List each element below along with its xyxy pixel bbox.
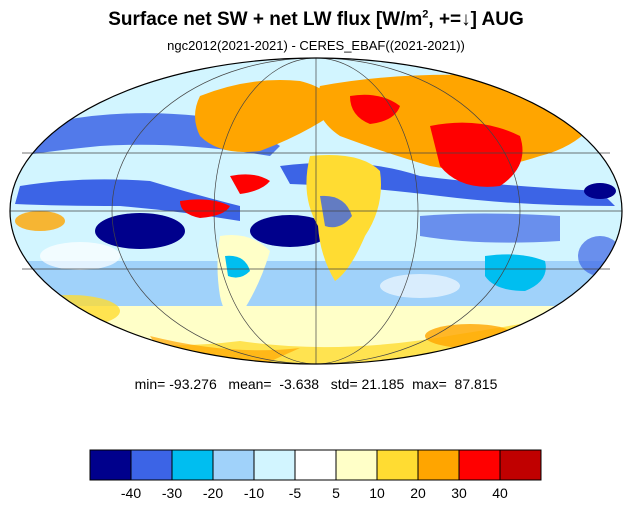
colorbar-tick-label: -20 (203, 485, 223, 500)
stat-max: 87.815 (454, 376, 498, 392)
australia-cool (485, 254, 546, 291)
stat-std: 21.185 (361, 376, 405, 392)
stat-min-label: min= (134, 376, 166, 392)
east-pacific-cold-pool (95, 213, 185, 249)
title-main: Surface net SW + net LW flux [W/m (108, 9, 423, 30)
plot-title: Surface net SW + net LW flux [W/m2, +=↓]… (0, 8, 632, 32)
south-america-cool-patch (225, 255, 250, 278)
colorbar-box (89, 449, 132, 481)
colorbar-tick-label: 5 (332, 485, 340, 500)
stat-min: -93.276 (169, 376, 217, 392)
colorbar-tick-label: 30 (451, 485, 467, 500)
colorbar-tick-label: 20 (410, 485, 426, 500)
stat-mean: -3.638 (279, 376, 320, 392)
indian-neutral-patch (380, 274, 460, 298)
stat-max-label: max= (412, 376, 447, 392)
north-america-warm (195, 80, 332, 152)
pacific-cold-spot (584, 183, 616, 199)
colorbar-tick-label: -5 (289, 485, 302, 500)
pacific-neutral-patch (40, 242, 120, 270)
title-superscript: 2 (422, 8, 429, 21)
plot-subtitle: ngc2012(2021-2021) - CERES_EBAF((2021-20… (167, 38, 465, 53)
colorbar-box (253, 449, 296, 481)
stat-std-label: std= (330, 376, 358, 392)
colorbar-box (130, 449, 173, 481)
colorbar-box (458, 449, 501, 481)
south-indian-warm-patch (425, 324, 515, 348)
colorbar-boxes (89, 449, 542, 481)
indian-ocean-cool (420, 213, 560, 243)
colorbar: -40 -30 -20 -10 -5 5 10 20 30 40 (89, 449, 542, 500)
central-america-hot (180, 199, 230, 218)
colorbar-tick-label: 10 (369, 485, 385, 500)
colorbar-box (376, 449, 419, 481)
colorbar-box (294, 449, 337, 481)
west-warm-patch (15, 211, 65, 231)
colorbar-tick-label: -30 (162, 485, 182, 500)
colorbar-box (335, 449, 378, 481)
stat-mean-label: mean= (228, 376, 272, 392)
colorbar-tick-label: -40 (121, 485, 141, 500)
tropical-cool-band-west (15, 179, 240, 221)
flux-map (9, 57, 623, 365)
colorbar-box (171, 449, 214, 481)
colorbar-tick-label: 40 (492, 485, 508, 500)
africa-cool-patch (320, 195, 352, 228)
colorbar-box (499, 449, 542, 481)
map-border (9, 57, 623, 365)
atlantic-hot-spot (230, 174, 270, 194)
atlantic-cold-pool (250, 215, 330, 247)
title-rest: , +=↓] AUG (428, 9, 524, 30)
colorbar-box (212, 449, 255, 481)
colorbar-tick-label: -10 (244, 485, 264, 500)
south-america-warm (217, 235, 270, 317)
asia-hot (430, 122, 523, 187)
stats-line: min= -93.276 mean= -3.638 std= 21.185 ma… (0, 376, 632, 392)
colorbar-box (417, 449, 460, 481)
colorbar-labels: -40 -30 -20 -10 -5 5 10 20 30 40 (121, 485, 508, 500)
